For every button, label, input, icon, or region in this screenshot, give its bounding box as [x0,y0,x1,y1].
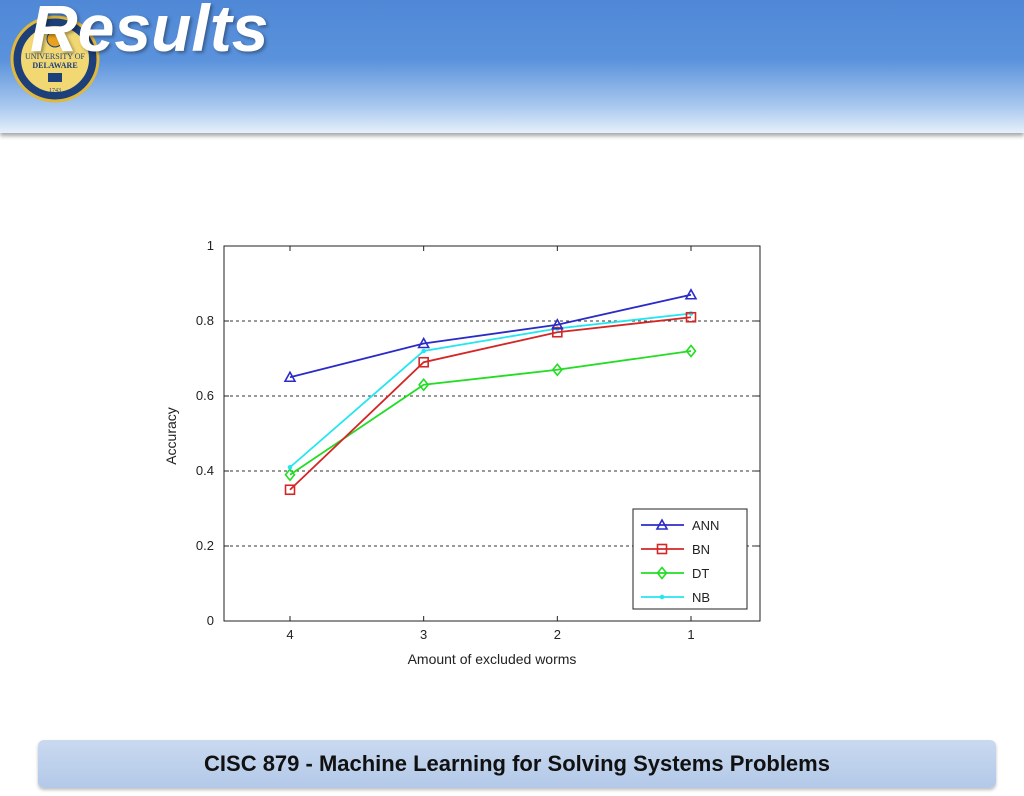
seal-text-top: UNIVERSITY OF [25,52,85,61]
slide-header: UNIVERSITY OF DELAWARE 1743 Results [0,0,1024,133]
series-line-nb [289,312,692,468]
slide-title: Results [30,0,269,65]
legend-marker-dt [656,566,668,580]
y-tick-label: 0.2 [196,538,214,553]
data-point-ann [417,336,431,349]
x-axis-label: Amount of excluded worms [408,651,577,667]
x-tick-label: 4 [286,627,293,642]
seal-text-bottom: DELAWARE [32,61,77,70]
legend-label-dt: DT [692,566,709,581]
data-point-nb [421,348,426,354]
series-nb [287,311,694,470]
series-dt [284,344,697,482]
legend-box [632,508,748,610]
data-point-ann [684,288,698,300]
series-line-dt [289,350,692,476]
legend-label-nb: NB [692,590,710,605]
y-tick-label: 0.6 [196,388,214,403]
x-tick-label: 1 [687,627,694,642]
chart-svg: 0 0.2 0.4 0.6 0.8 1 4 3 2 1 Amount of excluded wo… [163,238,761,667]
x-tick-label: 2 [554,627,561,642]
legend-marker-nb [659,594,665,600]
y-tick-label: 0.4 [196,463,214,478]
legend: ANN BN DT NB [632,508,748,610]
data-point-bn [685,311,697,323]
y-axis-label: Accuracy [163,407,179,465]
y-tick-label: 0 [207,613,214,628]
legend-marker-ann [655,518,669,530]
series-line-ann [289,293,692,379]
data-point-dt [551,362,563,377]
data-point-nb [287,464,293,470]
legend-marker-bn [656,543,668,555]
data-point-dt [685,344,697,358]
series-line-bn [289,316,692,491]
university-seal-icon: UNIVERSITY OF DELAWARE 1743 [10,15,100,103]
data-point-dt [418,377,430,392]
series-bn [284,311,697,496]
slide-footer: CISC 879 - Machine Learning for Solving … [38,740,996,788]
accuracy-chart: 0 0.2 0.4 0.6 0.8 1 4 3 2 1 Amount of excluded wo… [150,230,790,680]
data-point-ann [550,318,564,330]
data-point-bn [552,326,563,338]
legend-label-bn: BN [692,542,710,557]
seal-year: 1743 [49,88,61,94]
legend-label-ann: ANN [692,518,719,533]
axis-ticks: 0 0.2 0.4 0.6 0.8 1 4 3 2 1 [196,238,760,642]
y-tick-label: 1 [207,238,214,253]
plot-frame [223,245,761,622]
series-layer [283,288,698,496]
data-point-bn [418,356,429,368]
footer-text: CISC 879 - Machine Learning for Solving … [204,751,830,776]
y-tick-label: 0.8 [196,313,214,328]
series-ann [283,288,698,383]
data-point-ann [283,370,297,383]
data-point-dt [284,467,296,482]
data-point-bn [284,484,296,496]
x-tick-label: 3 [420,627,427,642]
